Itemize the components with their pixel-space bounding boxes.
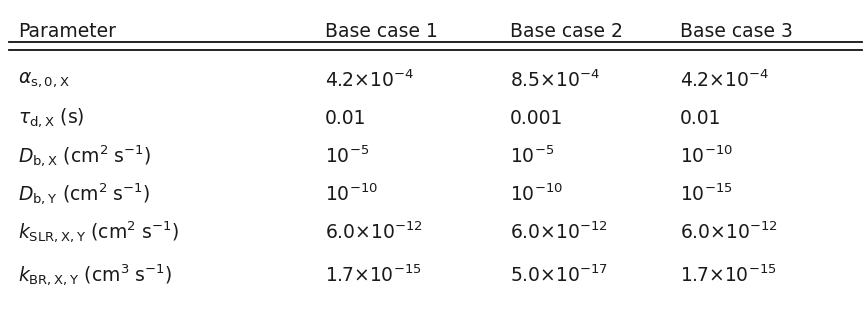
Text: 1.7×10$^{-15}$: 1.7×10$^{-15}$	[680, 264, 777, 286]
Text: 10$^{-5}$: 10$^{-5}$	[510, 145, 554, 167]
Text: 1.7×10$^{-15}$: 1.7×10$^{-15}$	[325, 264, 422, 286]
Text: 8.5×10$^{-4}$: 8.5×10$^{-4}$	[510, 69, 600, 91]
Text: 10$^{-10}$: 10$^{-10}$	[680, 145, 733, 167]
Text: 0.001: 0.001	[510, 109, 564, 128]
Text: $\mathit{k}_\mathregular{BR,X,Y}$ (cm$^\mathregular{3}$ s$^\mathregular{-1}$): $\mathit{k}_\mathregular{BR,X,Y}$ (cm$^\…	[18, 262, 172, 288]
Text: $\mathit{\tau}_\mathregular{d,X}$ (s): $\mathit{\tau}_\mathregular{d,X}$ (s)	[18, 107, 85, 129]
Text: 6.0×10$^{-12}$: 6.0×10$^{-12}$	[325, 221, 423, 243]
Text: $\mathit{\alpha}_\mathregular{s,0,X}$: $\mathit{\alpha}_\mathregular{s,0,X}$	[18, 71, 69, 90]
Text: Base case 2: Base case 2	[510, 22, 623, 41]
Text: 10$^{-10}$: 10$^{-10}$	[510, 183, 563, 205]
Text: 10$^{-5}$: 10$^{-5}$	[325, 145, 369, 167]
Text: 4.2×10$^{-4}$: 4.2×10$^{-4}$	[680, 69, 769, 91]
Text: 6.0×10$^{-12}$: 6.0×10$^{-12}$	[510, 221, 608, 243]
Text: $\mathit{k}_\mathregular{SLR,X,Y}$ (cm$^\mathregular{2}$ s$^\mathregular{-1}$): $\mathit{k}_\mathregular{SLR,X,Y}$ (cm$^…	[18, 219, 179, 245]
Text: 0.01: 0.01	[680, 109, 721, 128]
Text: Parameter: Parameter	[18, 22, 116, 41]
Text: Base case 1: Base case 1	[325, 22, 438, 41]
Text: 0.01: 0.01	[325, 109, 366, 128]
Text: 5.0×10$^{-17}$: 5.0×10$^{-17}$	[510, 264, 608, 286]
Text: $\mathit{D}_\mathregular{b,Y}$ (cm$^\mathregular{2}$ s$^\mathregular{-1}$): $\mathit{D}_\mathregular{b,Y}$ (cm$^\mat…	[18, 181, 151, 207]
Text: 10$^{-15}$: 10$^{-15}$	[680, 183, 733, 205]
Text: 4.2×10$^{-4}$: 4.2×10$^{-4}$	[325, 69, 414, 91]
Text: 10$^{-10}$: 10$^{-10}$	[325, 183, 378, 205]
Text: $\mathit{D}_\mathregular{b,X}$ (cm$^\mathregular{2}$ s$^\mathregular{-1}$): $\mathit{D}_\mathregular{b,X}$ (cm$^\mat…	[18, 143, 152, 169]
Text: 6.0×10$^{-12}$: 6.0×10$^{-12}$	[680, 221, 778, 243]
Text: Base case 3: Base case 3	[680, 22, 793, 41]
